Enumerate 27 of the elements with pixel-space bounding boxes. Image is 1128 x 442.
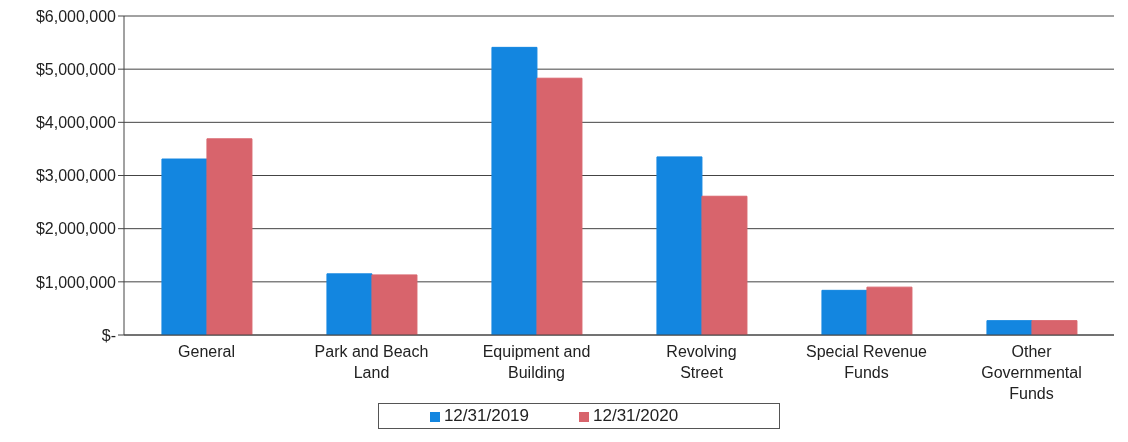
bar (986, 320, 1033, 335)
bar (656, 156, 703, 335)
x-tick-label: Special Revenue Funds (806, 343, 928, 381)
y-tick-label: $1,000,000 (35, 273, 117, 291)
legend-label: 12/31/2019 (443, 406, 529, 425)
y-tick-label: $2,000,000 (35, 220, 117, 238)
bar (821, 289, 868, 335)
x-tick-label: Park and Beach Land (314, 343, 429, 381)
x-tick-label: Equipment and Building (482, 343, 591, 381)
y-tick-label: $4,000,000 (35, 114, 117, 132)
bar (161, 158, 208, 335)
y-tick-label: $3,000,000 (35, 167, 117, 185)
x-tick-label: Revolving Street (666, 343, 737, 381)
y-tick-label: $6,000,000 (35, 7, 117, 25)
bar (491, 46, 538, 335)
x-tick-label: Other Governmental Funds (981, 343, 1082, 402)
bar (536, 77, 583, 335)
x-tick-label: General (178, 343, 235, 360)
legend-label: 12/31/2020 (593, 406, 679, 425)
y-tick-label: $5,000,000 (35, 60, 117, 78)
bar (701, 195, 748, 335)
bar (371, 274, 418, 335)
bar (866, 286, 913, 335)
y-tick-label: $- (101, 326, 116, 344)
bar (326, 273, 373, 335)
bar (206, 138, 253, 335)
bar (1031, 320, 1078, 335)
